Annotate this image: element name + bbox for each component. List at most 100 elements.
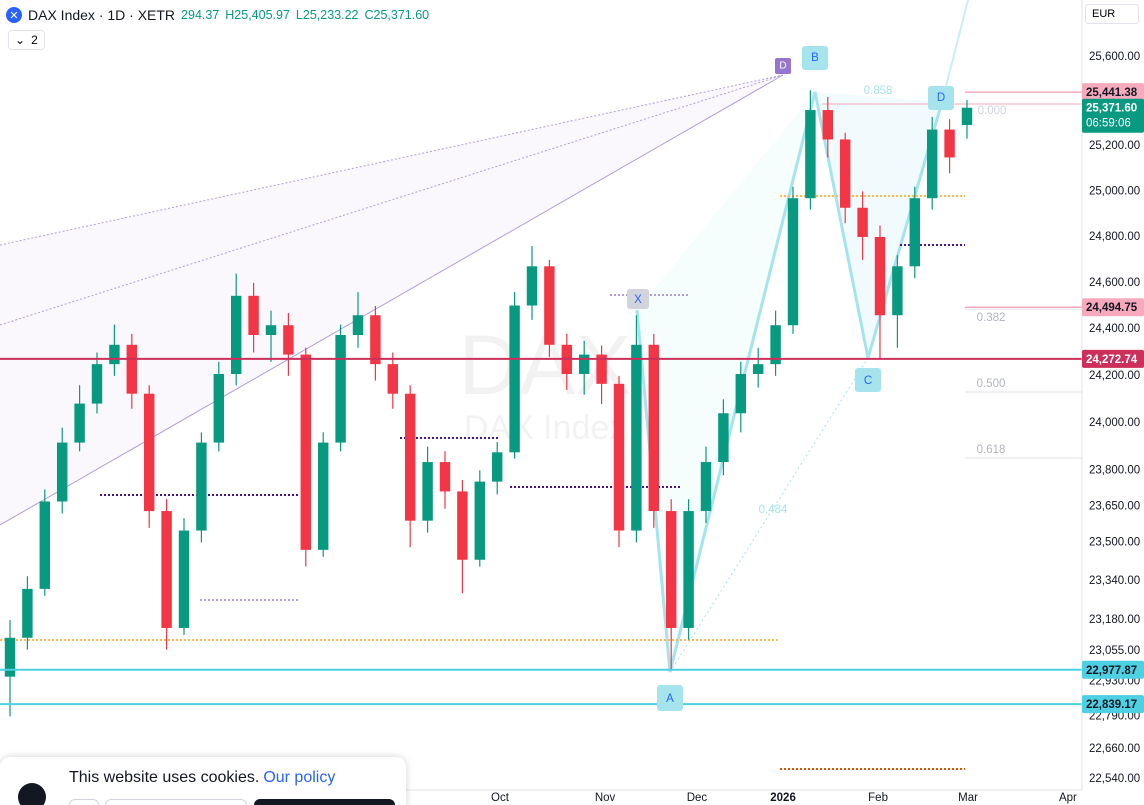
candle-body <box>196 442 207 531</box>
x-tick-label: Nov <box>595 792 616 804</box>
y-tick-label: 24,600.00 <box>1089 277 1140 289</box>
candle-body <box>839 139 851 208</box>
pattern-label: X <box>634 294 642 306</box>
candle-body <box>126 344 138 394</box>
candle-body <box>4 637 16 677</box>
price-label-box <box>1082 83 1144 102</box>
y-tick-label: 24,800.00 <box>1089 231 1140 243</box>
candle-body <box>874 236 886 316</box>
x-tick-label: Oct <box>491 792 510 804</box>
x-tick-label: Dec <box>687 792 708 804</box>
cookie-button[interactable] <box>69 799 99 805</box>
y-tick-label: 23,800.00 <box>1089 464 1140 476</box>
pattern-diag <box>669 357 869 673</box>
candle-body <box>926 129 938 199</box>
candle-body <box>439 462 451 492</box>
candle-body <box>474 481 486 560</box>
candle-body <box>700 462 712 512</box>
price-label-box <box>1082 349 1144 368</box>
candle-body <box>22 588 33 638</box>
pattern-label: D <box>779 61 786 72</box>
candle-body <box>39 501 51 589</box>
candle-body <box>422 462 433 521</box>
y-tick-label: 24,400.00 <box>1089 323 1140 335</box>
y-tick-label: 24,000.00 <box>1089 417 1140 429</box>
y-tick-label: 23,055.00 <box>1089 645 1140 657</box>
x-tick-label: Mar <box>958 792 978 804</box>
y-tick-label: 23,340.00 <box>1089 575 1140 587</box>
candle-body <box>370 315 381 365</box>
candle-body <box>300 354 312 550</box>
pattern-ext <box>941 0 969 103</box>
cookie-text: This website uses cookies. <box>69 769 260 786</box>
price-label: 22,839.17 <box>1086 699 1137 711</box>
pattern-label: D <box>937 92 945 104</box>
symbol[interactable]: DAX Index · 1D · XETR <box>28 7 176 23</box>
y-tick-label: 22,790.00 <box>1089 710 1140 722</box>
fan-line <box>0 74 784 326</box>
cookie-banner: This website uses cookies. Our policy <box>0 757 406 805</box>
candle-body <box>648 344 660 512</box>
legend-header: ✕ DAX Index · 1D · XETR 294.37 H25,405.9… <box>6 4 429 26</box>
candle-body <box>283 325 294 355</box>
pattern-label: C <box>864 375 872 387</box>
fib-label: 0.000 <box>978 105 1007 117</box>
candle-body <box>387 364 399 394</box>
cookie-button[interactable] <box>254 799 395 805</box>
pattern-label-box <box>802 46 828 70</box>
fib-label: 0.500 <box>977 378 1006 390</box>
fan-line <box>0 74 784 246</box>
pattern-label: A <box>666 693 674 705</box>
pattern-label-box <box>657 685 683 711</box>
currency-button[interactable]: EUR <box>1085 4 1139 24</box>
currency: EUR <box>1092 8 1116 20</box>
cookie-policy-link[interactable]: Our policy <box>263 769 336 786</box>
candle-body <box>352 315 364 335</box>
y-tick-label: 23,650.00 <box>1089 500 1140 512</box>
candle-body <box>544 266 555 345</box>
x-tick-label: Feb <box>868 792 888 804</box>
candle-body <box>335 334 346 443</box>
cookie-button[interactable] <box>105 799 247 805</box>
candle-body <box>213 373 225 443</box>
price-label: 22,977.87 <box>1086 665 1137 677</box>
fib-label: 0.484 <box>759 504 788 516</box>
candle-body <box>317 442 329 550</box>
fib-label: 0.382 <box>977 312 1006 324</box>
price-label: 25,441.38 <box>1086 87 1138 99</box>
candle-body <box>613 383 625 531</box>
candle-body <box>665 511 677 628</box>
axes: 25,600.0025,400.0025,200.0025,000.0024,8… <box>491 51 1144 804</box>
cookie-icon <box>18 783 46 805</box>
candle-body <box>857 207 868 237</box>
candle-body <box>91 364 103 404</box>
candle-body <box>752 364 764 374</box>
price-countdown: 06:59:06 <box>1086 118 1131 130</box>
watermark-sub: DAX Index <box>464 409 627 447</box>
candle-body <box>631 344 642 531</box>
indicators-toggle[interactable]: ⌄ 2 <box>8 30 45 50</box>
price-label: 24,272.74 <box>1086 354 1138 366</box>
candle-body <box>56 442 68 502</box>
x-tick-label: 2026 <box>770 792 796 804</box>
candle-body <box>248 295 259 335</box>
candle-body <box>143 393 155 512</box>
candle-body <box>509 305 520 453</box>
ohlc-low: L25,233.22 <box>295 8 359 22</box>
y-tick-label: 25,600.00 <box>1089 51 1140 63</box>
candle-body <box>109 344 120 365</box>
y-tick-label: 23,180.00 <box>1089 614 1140 626</box>
ohlc-high: H25,405.97 <box>225 8 290 22</box>
candle-body <box>892 266 903 316</box>
candle-body <box>404 393 416 521</box>
y-tick-label: 22,660.00 <box>1089 743 1140 755</box>
fan-line <box>0 74 784 526</box>
candle-body <box>74 403 85 443</box>
candle-body <box>683 511 694 628</box>
candle-body <box>944 129 955 158</box>
price-label-box <box>1082 298 1144 317</box>
indicator-count: 2 <box>31 33 38 47</box>
overlay <box>0 56 1086 780</box>
